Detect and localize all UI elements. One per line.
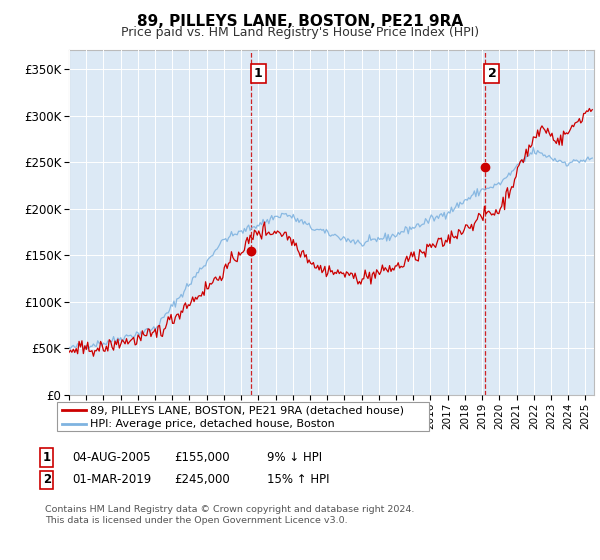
Text: £155,000: £155,000 <box>174 451 230 464</box>
Text: £245,000: £245,000 <box>174 473 230 487</box>
Text: 15% ↑ HPI: 15% ↑ HPI <box>267 473 329 487</box>
Text: 89, PILLEYS LANE, BOSTON, PE21 9RA (detached house): 89, PILLEYS LANE, BOSTON, PE21 9RA (deta… <box>90 405 404 415</box>
Text: HPI: Average price, detached house, Boston: HPI: Average price, detached house, Bost… <box>90 419 335 429</box>
Text: 1: 1 <box>254 67 262 80</box>
Text: 01-MAR-2019: 01-MAR-2019 <box>72 473 151 487</box>
Text: Contains HM Land Registry data © Crown copyright and database right 2024.
This d: Contains HM Land Registry data © Crown c… <box>45 505 415 525</box>
Text: 9% ↓ HPI: 9% ↓ HPI <box>267 451 322 464</box>
Text: 2: 2 <box>488 67 496 80</box>
Text: Price paid vs. HM Land Registry's House Price Index (HPI): Price paid vs. HM Land Registry's House … <box>121 26 479 39</box>
Text: 2: 2 <box>43 473 51 487</box>
Text: 89, PILLEYS LANE, BOSTON, PE21 9RA: 89, PILLEYS LANE, BOSTON, PE21 9RA <box>137 14 463 29</box>
Text: 04-AUG-2005: 04-AUG-2005 <box>72 451 151 464</box>
Text: 1: 1 <box>43 451 51 464</box>
